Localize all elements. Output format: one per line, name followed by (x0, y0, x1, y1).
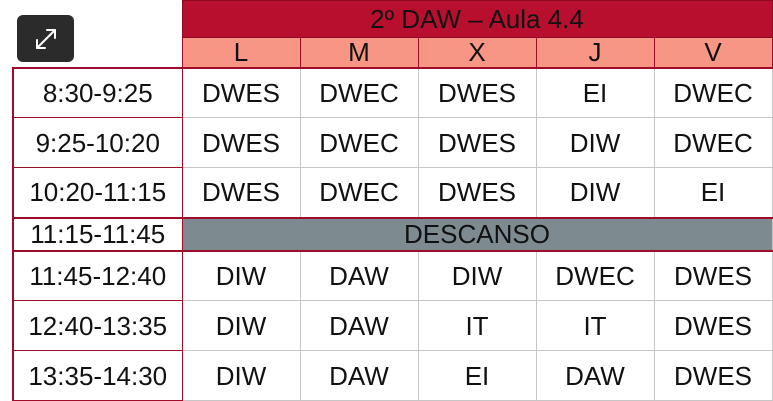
title-row: 2º DAW – Aula 4.4 (13, 0, 773, 38)
subject-cell: DWES (181, 117, 301, 168)
subject-cell: DWEC (299, 117, 419, 168)
subject-cell: DIW (535, 167, 655, 218)
time-slot: 12:40-13:35 (12, 300, 183, 351)
expand-button[interactable] (17, 15, 74, 62)
table-row: 10:20-11:15 DWES DWEC DWES DIW EI (12, 167, 773, 218)
subject-cell: DAW (535, 350, 655, 401)
subject-cell: DIW (181, 300, 301, 351)
table-row: 8:30-9:25 DWES DWEC DWES EI DWEC (12, 66, 773, 118)
timetable-title: 2º DAW – Aula 4.4 (181, 0, 773, 38)
subject-cell: DWEC (653, 117, 773, 168)
subject-cell: DWES (653, 350, 773, 401)
subject-cell: DWEC (653, 66, 773, 118)
subject-cell: EI (653, 167, 773, 218)
subject-cell: DWES (417, 66, 537, 118)
subject-cell: DWES (417, 167, 537, 218)
day-header: L (181, 37, 301, 68)
day-header: V (653, 37, 773, 68)
subject-cell: DIW (181, 350, 301, 401)
corner-cell (13, 1, 182, 68)
time-slot: 10:20-11:15 (12, 167, 183, 218)
time-slot: 11:15-11:45 (12, 216, 183, 251)
time-slot: 11:45-12:40 (12, 249, 183, 301)
table-row: 12:40-13:35 DIW DAW IT IT DWES (12, 300, 773, 351)
subject-cell: DAW (299, 350, 419, 401)
table-row: 9:25-10:20 DWES DWEC DWES DIW DWEC (12, 117, 773, 168)
subject-cell: DWES (181, 66, 301, 118)
subject-cell: DWEC (299, 167, 419, 218)
subject-cell: DIW (181, 249, 301, 301)
days-header-row: L M X J V (13, 37, 773, 68)
subject-cell: EI (535, 66, 655, 118)
table-row: 11:45-12:40 DIW DAW DIW DWEC DWES (12, 249, 773, 301)
subject-cell: DAW (299, 249, 419, 301)
day-header: X (417, 37, 537, 68)
day-header: M (299, 37, 419, 68)
subject-cell: IT (417, 300, 537, 351)
subject-cell: EI (417, 350, 537, 401)
time-slot: 9:25-10:20 (12, 117, 183, 168)
break-label: DESCANSO (181, 216, 773, 251)
expand-arrows-icon (35, 28, 56, 49)
subject-cell: DWES (417, 117, 537, 168)
subject-cell: DWES (653, 300, 773, 351)
subject-cell: DAW (299, 300, 419, 351)
break-row: 11:15-11:45 DESCANSO (12, 216, 773, 251)
time-slot: 13:35-14:30 (12, 350, 183, 401)
time-slot: 8:30-9:25 (12, 66, 183, 118)
timetable: 2º DAW – Aula 4.4 L M X J V 8:30-9:25 DW… (12, 0, 773, 401)
day-header: J (535, 37, 655, 68)
subject-cell: DWEC (299, 66, 419, 118)
subject-cell: DWEC (535, 249, 655, 301)
subject-cell: IT (535, 300, 655, 351)
subject-cell: DWES (653, 249, 773, 301)
table-row: 13:35-14:30 DIW DAW EI DAW DWES (12, 350, 773, 401)
subject-cell: DIW (417, 249, 537, 301)
subject-cell: DWES (181, 167, 301, 218)
subject-cell: DIW (535, 117, 655, 168)
